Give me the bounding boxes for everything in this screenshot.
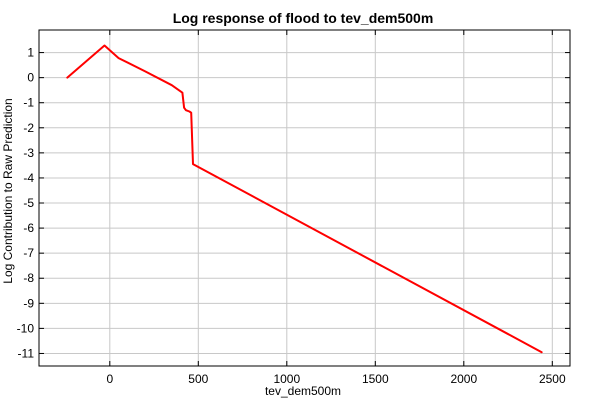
x-tick-label: 2500 [539,372,566,386]
x-tick-label: 1500 [362,372,389,386]
y-tick-label: -8 [23,271,34,285]
y-tick-label: -2 [23,121,34,135]
series-line [66,44,543,354]
y-tick-label: -1 [23,96,34,110]
y-tick-label: -9 [23,296,34,310]
x-tick-label: 1000 [273,372,300,386]
y-tick-label: -11 [18,346,35,360]
x-tick-label: 0 [106,372,113,386]
plot-frame [38,29,571,367]
y-tick-label: -5 [23,196,34,210]
y-tick-label: 0 [27,71,34,85]
chart-title: Log response of flood to tev_dem500m [173,10,434,26]
grid-layer [39,30,570,366]
y-tick-label: -4 [23,171,34,185]
y-axis-label: Log Contribution to Raw Prediction [1,98,15,283]
y-tick-label: -3 [23,146,34,160]
series-layer [66,44,543,354]
x-tick-label: 2000 [450,372,477,386]
x-tick-label: 500 [188,372,208,386]
axis-layer: 0 500 1000 1500 2000 2500 1 0 -1 -2 -3 -4 -5 -6 -7 -8 -9… [17,29,571,386]
y-tick-label: -10 [17,321,35,335]
y-tick-label: -6 [23,221,34,235]
y-tick-label: -7 [23,246,34,260]
y-tick-label: 1 [27,46,34,60]
x-axis-label: tev_dem500m [265,384,341,398]
